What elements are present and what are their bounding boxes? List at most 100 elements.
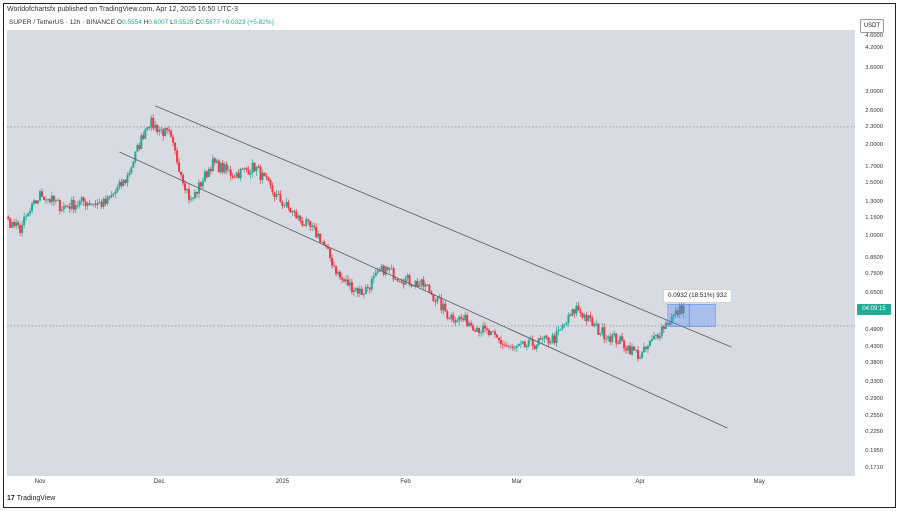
candle-body (650, 338, 653, 341)
candle-body (631, 346, 634, 355)
candle-body (307, 219, 310, 222)
candle-body (348, 282, 351, 286)
candle-body (146, 127, 149, 130)
candle-body (340, 277, 343, 280)
candle-body (364, 286, 367, 295)
candle-body (313, 225, 316, 227)
candle-body (597, 323, 600, 335)
y-tick-label: 0.1950 (865, 447, 883, 454)
candle-body (513, 347, 516, 349)
candle-body (126, 175, 129, 183)
candle-body (88, 203, 91, 205)
candle-body (539, 338, 542, 340)
candle-body (503, 344, 506, 346)
candle-body (605, 338, 608, 340)
candle-body (259, 166, 262, 180)
measure-box (667, 304, 716, 327)
last-price-tag: 04:09:15 (857, 304, 891, 315)
candle-body (269, 180, 272, 186)
price-axis[interactable]: 4.6000 4.2000 3.6000 3.0000 2.6000 2.3000 2.00… (855, 30, 893, 476)
candle-body (178, 162, 181, 172)
candle-body (277, 194, 280, 195)
candle-body (362, 294, 365, 296)
candle-body (56, 199, 59, 201)
candle-body (156, 124, 159, 132)
candle-body (329, 248, 332, 259)
candle-body (464, 314, 467, 321)
candle-body (660, 326, 663, 336)
time-axis[interactable]: Nov Dec 2025 Feb Mar Apr May (7, 476, 855, 490)
candle-body (311, 225, 314, 227)
candle-body (116, 187, 119, 192)
candle-body (462, 318, 465, 321)
candle-body (380, 265, 383, 272)
high-value: 0.6007 (148, 19, 169, 26)
candle-body (460, 316, 463, 319)
candle-body (19, 225, 22, 233)
candle-body (160, 129, 163, 131)
candle-body (211, 158, 214, 172)
candle-body (100, 202, 103, 207)
candle-body (82, 197, 85, 202)
candle-body (404, 278, 407, 285)
candle-body (80, 197, 83, 201)
candle-body (416, 280, 419, 287)
candle-body (9, 218, 12, 228)
currency-button[interactable]: USDT (860, 19, 884, 33)
candle-body (658, 335, 661, 339)
y-tick-label: 2.0000 (865, 142, 883, 149)
candle-body (27, 213, 30, 217)
candle-body (488, 329, 491, 335)
candle-body (249, 172, 252, 175)
candle-body (448, 318, 451, 320)
candle-body (283, 205, 286, 207)
y-tick-label: 1.7000 (865, 163, 883, 170)
candle-body (585, 314, 588, 322)
candle-body (148, 127, 151, 128)
candle-body (207, 168, 210, 178)
candle-body (170, 131, 173, 137)
candle-body (142, 135, 145, 139)
candle-body (245, 167, 248, 170)
y-tick-label: 0.1710 (865, 465, 883, 471)
candle-body (573, 309, 576, 314)
candle-body (333, 265, 336, 267)
candle-body (629, 345, 632, 355)
candle-body (523, 341, 526, 348)
candle-body (565, 322, 568, 325)
candle-body (305, 219, 308, 226)
y-tick-label: 1.3000 (865, 198, 883, 205)
candle-body (261, 172, 264, 180)
candle-body (237, 172, 240, 179)
candle-body (424, 284, 427, 287)
candle-body (11, 221, 14, 228)
candle-body (287, 202, 290, 208)
candle-body (400, 281, 403, 283)
candle-body (350, 282, 353, 293)
candle-body (263, 172, 266, 176)
candle-body (247, 169, 250, 175)
candle-body (676, 310, 679, 316)
candle-body (482, 325, 485, 333)
candle-body (515, 346, 518, 348)
candle-body (648, 340, 651, 346)
candle-body (219, 162, 222, 173)
candle-body (64, 205, 67, 207)
candle-body (180, 171, 183, 175)
candle-body (25, 216, 28, 218)
candle-body (144, 129, 147, 139)
candle-body (223, 164, 226, 173)
plot-area[interactable] (7, 30, 855, 476)
candle-body (106, 196, 109, 204)
y-tick-label: 4.6000 (865, 33, 883, 39)
candle-body (412, 285, 415, 287)
candle-body (35, 200, 38, 204)
y-tick-label: 0.3800 (865, 360, 883, 367)
candle-body (607, 336, 610, 339)
candle-body (13, 221, 16, 227)
candle-body (583, 314, 586, 318)
candle-body (495, 334, 498, 338)
candle-body (233, 177, 236, 179)
candle-body (493, 331, 496, 335)
candle-body (360, 288, 363, 296)
